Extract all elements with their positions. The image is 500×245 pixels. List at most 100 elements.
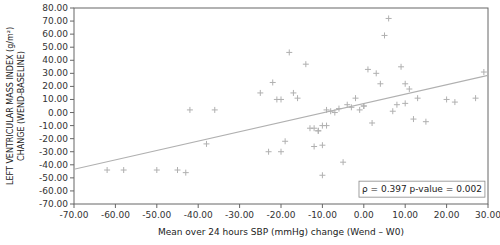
y-tick-label: 50.00: [42, 42, 68, 52]
y-tick: [70, 8, 74, 9]
x-tick-label: 0.00: [354, 210, 374, 220]
y-tick-label: 0.00: [48, 108, 68, 118]
x-tick-label: -60.00: [101, 210, 130, 220]
scatter-point: [257, 90, 263, 96]
scatter-point: [390, 108, 396, 114]
x-tick: [198, 204, 199, 208]
scatter-point: [183, 170, 189, 176]
scatter-point: [377, 81, 383, 87]
scatter-point: [382, 32, 388, 38]
y-tick: [70, 73, 74, 74]
scatter-point: [365, 66, 371, 72]
scatter-point: [212, 107, 218, 113]
annotation-text: ρ = 0.397 p-value = 0.002: [362, 184, 482, 194]
x-tick: [363, 204, 364, 208]
x-tick: [405, 204, 406, 208]
scatter-point: [386, 15, 392, 21]
x-tick-label: -50.00: [142, 210, 171, 220]
chart: -70.00 -60.00 -50.00 -40.00 -30.00 -20.00 -10.…: [0, 0, 500, 245]
scatter-point: [266, 149, 272, 155]
y-tick: [70, 177, 74, 178]
x-tick-label: -40.00: [184, 210, 213, 220]
scatter-point: [311, 144, 317, 150]
y-tick-label: 40.00: [42, 55, 68, 65]
annotation-box: [359, 181, 485, 197]
y-tick: [70, 151, 74, 152]
y-tick: [70, 112, 74, 113]
y-tick: [70, 21, 74, 22]
x-tick-label: -30.00: [225, 210, 254, 220]
y-tick-label: -70.00: [39, 199, 68, 209]
scatter-point: [357, 107, 363, 113]
x-tick: [239, 204, 240, 208]
scatter-point: [402, 81, 408, 87]
x-tick-label: -20.00: [266, 210, 295, 220]
scatter-point: [444, 96, 450, 102]
y-tick-label: 30.00: [42, 68, 68, 78]
y-tick-label: 60.00: [42, 29, 68, 39]
x-tick: [322, 204, 323, 208]
y-axis-label: LEFT VENTRICULAR MASS INDEX (g/m²): [6, 27, 15, 185]
scatter-point: [324, 123, 330, 129]
scatter-point: [319, 172, 325, 178]
scatter-point: [315, 128, 321, 134]
scatter-point: [406, 86, 412, 92]
y-tick: [70, 190, 74, 191]
scatter-point: [369, 120, 375, 126]
scatter-point: [311, 125, 317, 131]
scatter-point: [373, 70, 379, 76]
scatter-point: [121, 167, 127, 173]
plot-area: [74, 15, 488, 178]
y-tick-label: -50.00: [39, 173, 68, 183]
scatter-point: [278, 149, 284, 155]
scatter-point: [481, 69, 487, 75]
scatter-point: [452, 99, 458, 105]
scatter-point: [187, 107, 193, 113]
plot-frame: [74, 8, 488, 204]
y-tick-label: -30.00: [39, 147, 68, 157]
y-tick: [70, 99, 74, 100]
scatter-point: [353, 95, 359, 101]
x-tick-label: 10.00: [392, 210, 418, 220]
scatter-point: [203, 141, 209, 147]
x-axis-label: Mean over 24 hours SBP (mmHg) change (We…: [158, 227, 404, 237]
y-axis-label: CHANGE (WEND-BASELINE): [17, 51, 26, 161]
scatter-point: [402, 100, 408, 106]
x-tick: [115, 204, 116, 208]
scatter-point: [398, 64, 404, 70]
y-tick-label: -40.00: [39, 160, 68, 170]
x-tick: [156, 204, 157, 208]
y-tick: [70, 125, 74, 126]
y-tick-label: 80.00: [42, 3, 68, 13]
scatter-point: [154, 167, 160, 173]
scatter-point: [315, 128, 321, 134]
scatter-point: [104, 167, 110, 173]
y-tick-label: 70.00: [42, 16, 68, 26]
scatter-point: [295, 95, 301, 101]
x-tick-label: -10.00: [308, 210, 337, 220]
y-tick: [70, 47, 74, 48]
y-tick: [70, 138, 74, 139]
scatter-point: [319, 142, 325, 148]
scatter-point: [473, 95, 479, 101]
scatter-point: [290, 90, 296, 96]
x-tick: [488, 204, 489, 208]
scatter-point: [415, 95, 421, 101]
scatter-point: [286, 49, 292, 55]
scatter-point: [340, 159, 346, 165]
y-tick-label: -20.00: [39, 134, 68, 144]
y-tick-label: 10.00: [42, 94, 68, 104]
scatter-point: [175, 167, 181, 173]
y-tick: [70, 164, 74, 165]
scatter-point: [303, 61, 309, 67]
x-tick-label: 30.00: [475, 210, 500, 220]
x-tick-label: -70.00: [59, 210, 88, 220]
y-tick: [70, 86, 74, 87]
scatter-point: [394, 102, 400, 108]
y-tick: [70, 34, 74, 35]
scatter-point: [410, 116, 416, 122]
x-tick: [446, 204, 447, 208]
scatter-point: [423, 119, 429, 125]
scatter-point: [270, 79, 276, 85]
regression-line: [74, 75, 488, 169]
